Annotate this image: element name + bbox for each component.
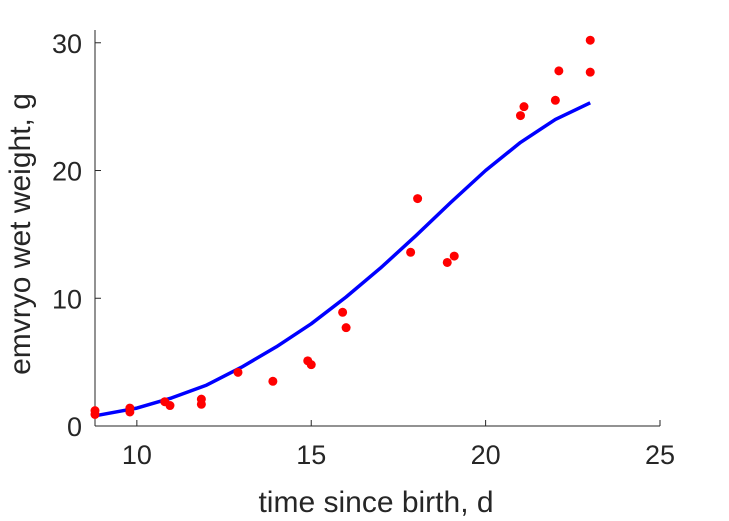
data-point: [165, 401, 175, 411]
x-tick-label: 25: [645, 440, 675, 470]
y-tick-label: 0: [67, 412, 82, 442]
data-point: [413, 194, 423, 204]
y-tick-label: 30: [52, 29, 82, 59]
x-tick-label: 20: [471, 440, 501, 470]
y-tick-label: 20: [52, 157, 82, 187]
data-point: [233, 367, 243, 377]
y-tick-label: 10: [52, 284, 82, 314]
data-points-group: [90, 35, 595, 420]
data-point: [550, 95, 560, 105]
data-point: [515, 111, 525, 121]
data-point: [90, 406, 100, 416]
axes: [94, 30, 661, 427]
data-point: [585, 67, 595, 77]
data-point: [341, 323, 351, 333]
tick-labels: 10 15 20 25 0 10 20 30: [52, 29, 675, 470]
data-point: [306, 360, 316, 370]
data-point: [449, 251, 459, 261]
data-point: [338, 307, 348, 317]
data-point: [406, 247, 416, 257]
x-tick-label: 10: [122, 440, 152, 470]
data-point: [196, 399, 206, 409]
data-point: [554, 66, 564, 76]
data-point: [125, 403, 135, 413]
data-point: [268, 376, 278, 386]
x-axis-label: time since birth, d: [258, 486, 493, 519]
data-point: [585, 35, 595, 45]
y-axis-label: emvryo wet weight, g: [4, 93, 37, 375]
fit-curve-group: [94, 101, 591, 418]
data-point: [519, 102, 529, 112]
data-point: [442, 257, 452, 267]
fit-curve: [94, 101, 591, 418]
x-tick-label: 15: [296, 440, 326, 470]
